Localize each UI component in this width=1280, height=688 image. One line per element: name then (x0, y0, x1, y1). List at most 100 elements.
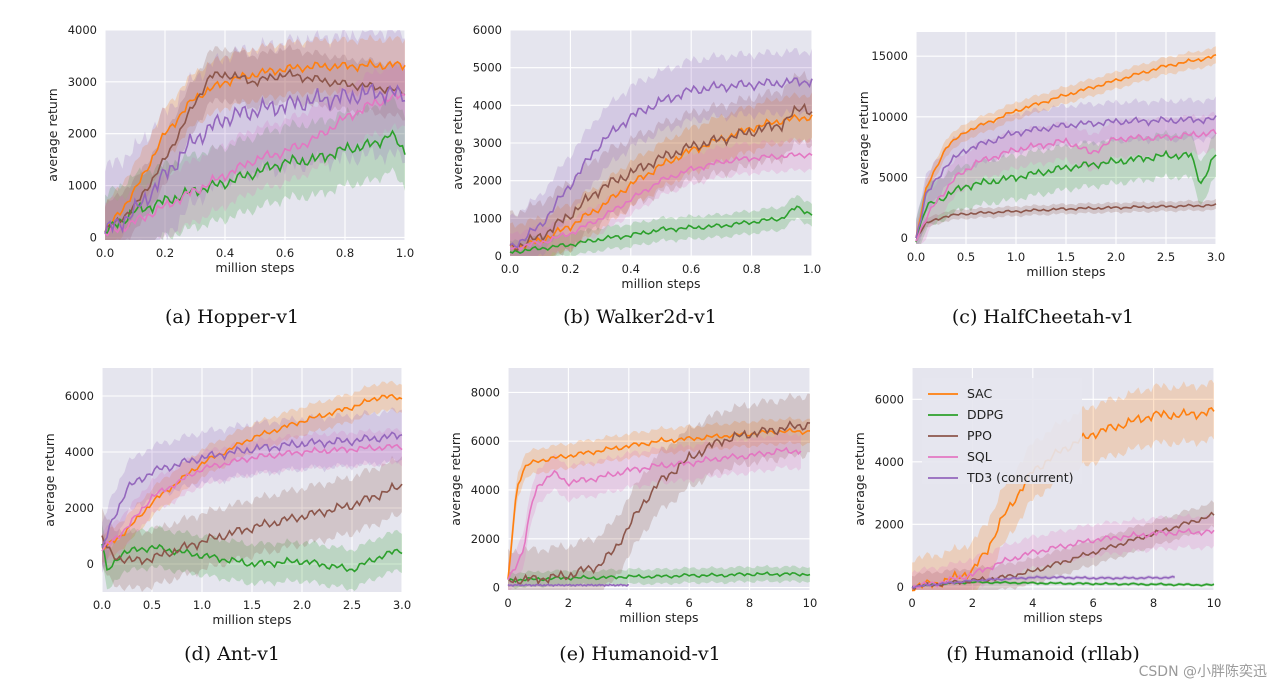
x-tick-label: 0.5 (143, 598, 161, 612)
x-tick-label: 4 (625, 596, 632, 610)
y-tick-label: 8000 (471, 385, 500, 399)
legend-entry: TD3 (concurrent) (966, 470, 1073, 485)
series-line (915, 128, 1217, 242)
x-tick-label: 2.0 (1107, 250, 1125, 264)
y-tick-label: 6000 (875, 392, 904, 406)
x-tick-label: 3.0 (393, 598, 411, 612)
series-band (510, 195, 812, 256)
y-axis-label: average return (852, 432, 867, 525)
y-tick-label: 15000 (871, 49, 908, 63)
y-tick-label: 0 (493, 581, 500, 595)
legend-entry: SQL (967, 449, 992, 464)
series-line (507, 420, 811, 586)
series-band (916, 111, 1216, 244)
x-tick-label: 0.2 (561, 262, 579, 276)
y-tick-label: 2000 (65, 501, 94, 515)
series-line (104, 90, 406, 237)
series-band (510, 70, 812, 256)
series-line (507, 583, 629, 588)
x-tick-label: 6 (686, 596, 693, 610)
x-tick-label: 8 (746, 596, 753, 610)
series-line (509, 102, 813, 252)
y-axis-label: average return (856, 91, 871, 184)
x-tick-label: 0.0 (93, 598, 111, 612)
legend-box (922, 378, 1082, 484)
x-tick-label: 0.8 (742, 262, 760, 276)
series-line (915, 149, 1217, 243)
chart-panel-2: 0.0 0.2 0.4 0.6 0.8 1.0 0 1000 2000 3000 4000 5000 6… (450, 23, 821, 328)
y-tick-label: 5000 (879, 170, 908, 184)
y-tick-label: 6000 (473, 23, 502, 37)
legend: SAC DDPG PPO SQL TD3 (concurrent) (922, 378, 1082, 485)
series-band (912, 513, 1214, 590)
series-band (508, 430, 801, 590)
x-axis-label: million steps (1026, 264, 1105, 279)
chart-panel-4: 0.0 0.5 1.0 1.5 2.0 2.5 3.0 0 2000 4000 6000 millio… (42, 368, 411, 665)
series-band (102, 524, 402, 591)
x-tick-label: 2.5 (343, 598, 361, 612)
legend-entry: DDPG (967, 407, 1003, 422)
x-tick-label: 0.0 (501, 262, 519, 276)
x-axis-label: million steps (215, 260, 294, 275)
y-tick-label: 4000 (473, 98, 502, 112)
series-band (102, 428, 402, 568)
series-line (911, 527, 1215, 589)
chart-panel-6: 0 2 4 6 8 10 0 2000 4000 6000 million steps average… (852, 368, 1221, 665)
x-tick-label: 1.0 (396, 246, 414, 260)
x-tick-label: 0.0 (96, 246, 114, 260)
y-tick-label: 4000 (65, 445, 94, 459)
chart-caption: (d) Ant-v1 (184, 643, 280, 665)
y-tick-label: 0 (495, 249, 502, 263)
series-band (916, 46, 1216, 245)
series-band (912, 379, 1214, 590)
chart-caption: (a) Hopper-v1 (165, 306, 299, 328)
x-tick-label: 1.5 (1057, 250, 1075, 264)
x-tick-label: 0.4 (622, 262, 640, 276)
y-tick-label: 2000 (473, 174, 502, 188)
x-tick-label: 0.8 (336, 246, 354, 260)
chart-panel-5: 0 2 4 6 8 10 0 2000 4000 6000 8000 million steps ave… (448, 368, 817, 665)
series-band (102, 455, 402, 592)
series-band (105, 44, 405, 240)
y-tick-label: 0 (90, 230, 97, 244)
y-tick-label: 4000 (875, 455, 904, 469)
x-tick-label: 6 (1090, 596, 1097, 610)
series-band (105, 30, 405, 240)
chart-caption: (b) Walker2d-v1 (563, 306, 717, 328)
series-line (101, 431, 403, 548)
y-axis-label: average return (450, 96, 465, 189)
y-tick-label: 3000 (68, 75, 97, 89)
series-line (507, 446, 802, 581)
chart-caption: (f) Humanoid (rllab) (946, 643, 1140, 665)
series-band (912, 500, 1214, 590)
series-line (915, 115, 1217, 239)
x-tick-label: 1.0 (193, 598, 211, 612)
x-tick-label: 1.0 (803, 262, 821, 276)
y-tick-label: 2000 (875, 517, 904, 531)
x-axis-label: million steps (619, 610, 698, 625)
y-tick-label: 10000 (871, 110, 908, 124)
series-line (101, 393, 403, 550)
x-tick-label: 0.2 (156, 246, 174, 260)
series-band (102, 380, 402, 563)
y-tick-label: 6000 (65, 389, 94, 403)
x-axis-label: million steps (212, 612, 291, 627)
series-band (105, 60, 405, 240)
series-line (104, 68, 406, 234)
series-band (510, 48, 812, 256)
series-line (509, 152, 813, 251)
x-tick-label: 1.5 (243, 598, 261, 612)
x-tick-label: 0.4 (216, 246, 234, 260)
x-tick-label: 8 (1150, 596, 1157, 610)
y-tick-label: 1000 (68, 179, 97, 193)
x-tick-label: 2.0 (293, 598, 311, 612)
y-tick-label: 5000 (473, 61, 502, 75)
series-line (104, 58, 406, 233)
x-tick-label: 10 (803, 596, 818, 610)
chart-panel-3: 0.0 0.5 1.0 1.5 2.0 2.5 3.0 0 5000 10000 15000 mill… (856, 32, 1225, 328)
x-tick-label: 0.5 (957, 250, 975, 264)
y-tick-label: 4000 (68, 23, 97, 37)
y-axis-label: average return (45, 88, 60, 181)
series-line (509, 113, 813, 252)
x-tick-label: 4 (1029, 596, 1036, 610)
